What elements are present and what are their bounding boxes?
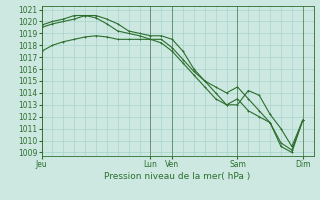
X-axis label: Pression niveau de la mer( hPa ): Pression niveau de la mer( hPa ): [104, 172, 251, 181]
